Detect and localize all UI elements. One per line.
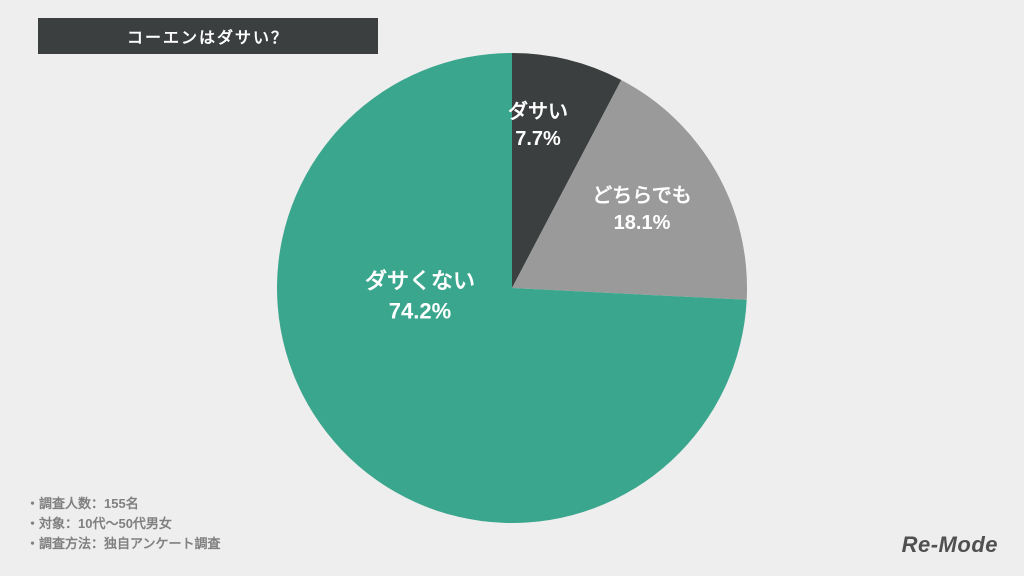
slice-label: どちらでも18.1% xyxy=(592,183,691,237)
chart-title: コーエンはダサい？ xyxy=(38,18,378,54)
notes-line-1: ・調査人数：155名 xyxy=(26,494,220,514)
slice-label: ダサくない74.2% xyxy=(365,266,475,325)
brand-logo: Re-Mode xyxy=(902,532,998,558)
survey-notes: ・調査人数：155名 ・対象：10代〜50代男女 ・調査方法：独自アンケート調査 xyxy=(26,494,220,554)
notes-line-3: ・調査方法：独自アンケート調査 xyxy=(26,534,220,554)
pie-chart: ダサい7.7% どちらでも18.1% ダサくない74.2% xyxy=(277,53,747,523)
notes-line-2: ・対象：10代〜50代男女 xyxy=(26,514,220,534)
slice-label: ダサい7.7% xyxy=(508,99,568,153)
